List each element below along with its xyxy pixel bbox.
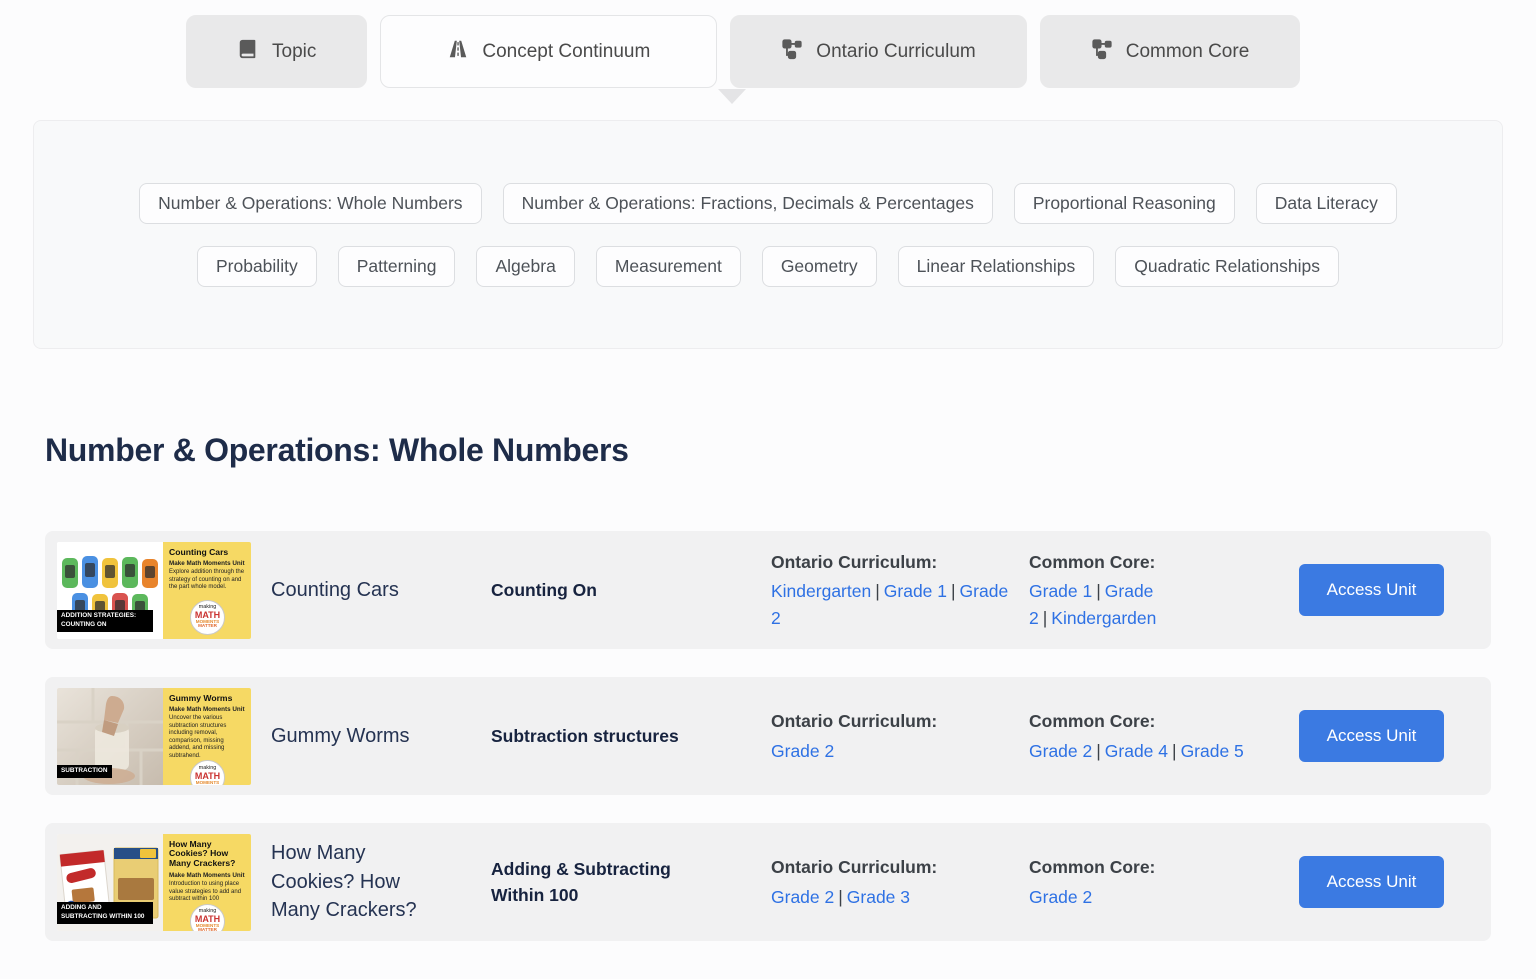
ontario-curriculum-label: Ontario Curriculum:: [771, 711, 938, 732]
making-math-moments-logo: making MATH MOMENTS MATTER: [190, 599, 225, 635]
tab-common-core[interactable]: Common Core: [1039, 15, 1301, 88]
grade-link[interactable]: Grade 2: [771, 581, 1009, 628]
view-tabs: Topic Concept Continuum Ontario Curricul…: [186, 15, 1536, 104]
filter-whole-numbers[interactable]: Number & Operations: Whole Numbers: [139, 182, 482, 224]
thumbnail-card: Gummy Worms Make Math Moments Unit Uncov…: [163, 687, 251, 785]
tab-label: Common Core: [1125, 40, 1250, 62]
tab-label: Topic: [272, 40, 317, 62]
filter-data-literacy[interactable]: Data Literacy: [1255, 182, 1397, 224]
card-subtitle: Make Math Moments Unit: [169, 559, 245, 567]
access-unit-button[interactable]: Access Unit: [1299, 710, 1444, 762]
gummy-worms-photo: Subtraction: [57, 687, 163, 785]
filter-proportional-reasoning[interactable]: Proportional Reasoning: [1013, 182, 1235, 224]
common-core-column: Common Core: Grade 2: [1029, 854, 1279, 910]
grade-link[interactable]: Grade 5: [1180, 740, 1244, 761]
tab-label: Concept Continuum: [482, 40, 651, 62]
grade-link[interactable]: Grade 4: [1104, 740, 1169, 761]
road-icon: [447, 38, 469, 66]
ontario-curriculum-column: Ontario Curriculum: Grade 2 | Grade 3: [771, 854, 1009, 910]
common-core-label: Common Core:: [1029, 552, 1156, 573]
sitemap-icon: [781, 38, 803, 66]
common-core-column: Common Core: Grade 1 | Grade 2 | Kindergarde…: [1029, 549, 1279, 631]
ontario-curriculum-label: Ontario Curriculum:: [771, 552, 938, 573]
grade-link[interactable]: Grade 1: [1029, 581, 1093, 602]
unit-row-gummy-worms: Subtraction Gummy Worms Make Math Moment…: [45, 677, 1491, 795]
grade-link[interactable]: Grade 2: [1029, 740, 1093, 761]
tab-label: Ontario Curriculum: [816, 40, 976, 62]
filter-geometry[interactable]: Geometry: [761, 245, 877, 287]
concept-filter-panel: Number & Operations: Whole Numbers Numbe…: [33, 120, 1503, 349]
card-description: Explore addition through the strategy of…: [169, 569, 245, 591]
grade-link[interactable]: Grade 2: [771, 740, 835, 761]
cars-illustration: Addition Strategies: Counting On: [57, 541, 163, 639]
grade-link[interactable]: Grade 2: [1029, 581, 1154, 628]
access-unit-button[interactable]: Access Unit: [1299, 564, 1444, 616]
thumbnail-badge: Subtraction: [57, 764, 112, 778]
card-title: How Many Cookies? How Many Crackers?: [169, 838, 236, 869]
thumbnail-badge: Addition Strategies: Counting On: [57, 610, 153, 632]
grade-link[interactable]: Kindergarten: [771, 581, 872, 602]
ontario-curriculum-label: Ontario Curriculum:: [771, 857, 938, 878]
active-tab-caret: [718, 89, 746, 104]
unit-thumbnail: Addition Strategies: Counting On Countin…: [57, 541, 251, 639]
unit-concept: Subtraction structures: [491, 725, 679, 746]
grade-link[interactable]: Grade 3: [846, 886, 911, 907]
card-description: Introduction to using place value strate…: [169, 881, 242, 903]
ontario-curriculum-column: Ontario Curriculum: Grade 2: [771, 708, 1009, 764]
filter-row-1: Number & Operations: Whole Numbers Numbe…: [74, 182, 1462, 224]
unit-list: Addition Strategies: Counting On Countin…: [45, 531, 1491, 941]
unit-row-counting-cars: Addition Strategies: Counting On Countin…: [45, 531, 1491, 649]
unit-row-cookies-crackers: Adding and Subtracting Within 100 How Ma…: [45, 823, 1491, 941]
unit-title: How Many Cookies? How Many Crackers?: [271, 842, 417, 922]
unit-concept: Counting On: [491, 579, 597, 600]
common-core-column: Common Core: Grade 2 | Grade 4 | Grade 5: [1029, 708, 1279, 764]
filter-measurement[interactable]: Measurement: [595, 245, 741, 287]
grade-link[interactable]: Grade 2: [1029, 886, 1093, 907]
access-unit-button[interactable]: Access Unit: [1299, 856, 1444, 908]
thumbnail-card: Counting Cars Make Math Moments Unit Exp…: [163, 541, 251, 639]
common-core-label: Common Core:: [1029, 711, 1156, 732]
card-description: Uncover the various subtraction structur…: [169, 715, 227, 759]
filter-patterning[interactable]: Patterning: [337, 245, 456, 287]
unit-thumbnail: Adding and Subtracting Within 100 How Ma…: [57, 833, 251, 931]
filter-quadratic-relationships[interactable]: Quadratic Relationships: [1115, 245, 1340, 287]
grade-link[interactable]: Grade 2: [771, 886, 835, 907]
cookie-cracker-boxes-photo: Adding and Subtracting Within 100: [57, 833, 163, 931]
book-icon: [237, 38, 259, 66]
card-title: Gummy Worms: [169, 692, 233, 703]
making-math-moments-logo: making MATH MOMENTS MATTER: [190, 760, 225, 785]
unit-thumbnail: Subtraction Gummy Worms Make Math Moment…: [57, 687, 251, 785]
grade-link[interactable]: Kindergarden: [1051, 607, 1157, 628]
making-math-moments-logo: making MATH MOMENTS MATTER: [190, 903, 225, 931]
card-subtitle: Make Math Moments Unit: [169, 705, 245, 713]
card-subtitle: Make Math Moments Unit: [169, 871, 245, 879]
grade-link[interactable]: Grade 1: [883, 581, 947, 602]
unit-title: Gummy Worms: [271, 724, 410, 747]
ontario-curriculum-column: Ontario Curriculum: Kindergarten | Grade 1…: [771, 549, 1009, 631]
common-core-label: Common Core:: [1029, 857, 1156, 878]
filter-fractions-decimals[interactable]: Number & Operations: Fractions, Decimals…: [502, 182, 993, 224]
thumbnail-card: How Many Cookies? How Many Crackers? Mak…: [163, 833, 251, 931]
filter-linear-relationships[interactable]: Linear Relationships: [897, 245, 1095, 287]
thumbnail-badge: Adding and Subtracting Within 100: [57, 902, 153, 924]
filter-algebra[interactable]: Algebra: [476, 245, 575, 287]
section-heading: Number & Operations: Whole Numbers: [45, 432, 629, 468]
filter-probability[interactable]: Probability: [196, 245, 317, 287]
tab-topic[interactable]: Topic: [186, 15, 368, 88]
sitemap-icon: [1091, 38, 1113, 66]
unit-concept: Adding & Subtracting Within 100: [491, 858, 671, 905]
card-title: Counting Cars: [169, 546, 229, 557]
tab-ontario-curriculum[interactable]: Ontario Curriculum: [730, 15, 1027, 88]
tab-concept-continuum[interactable]: Concept Continuum: [380, 15, 718, 88]
filter-row-2: Probability Patterning Algebra Measureme…: [74, 245, 1462, 287]
unit-title: Counting Cars: [271, 578, 399, 601]
